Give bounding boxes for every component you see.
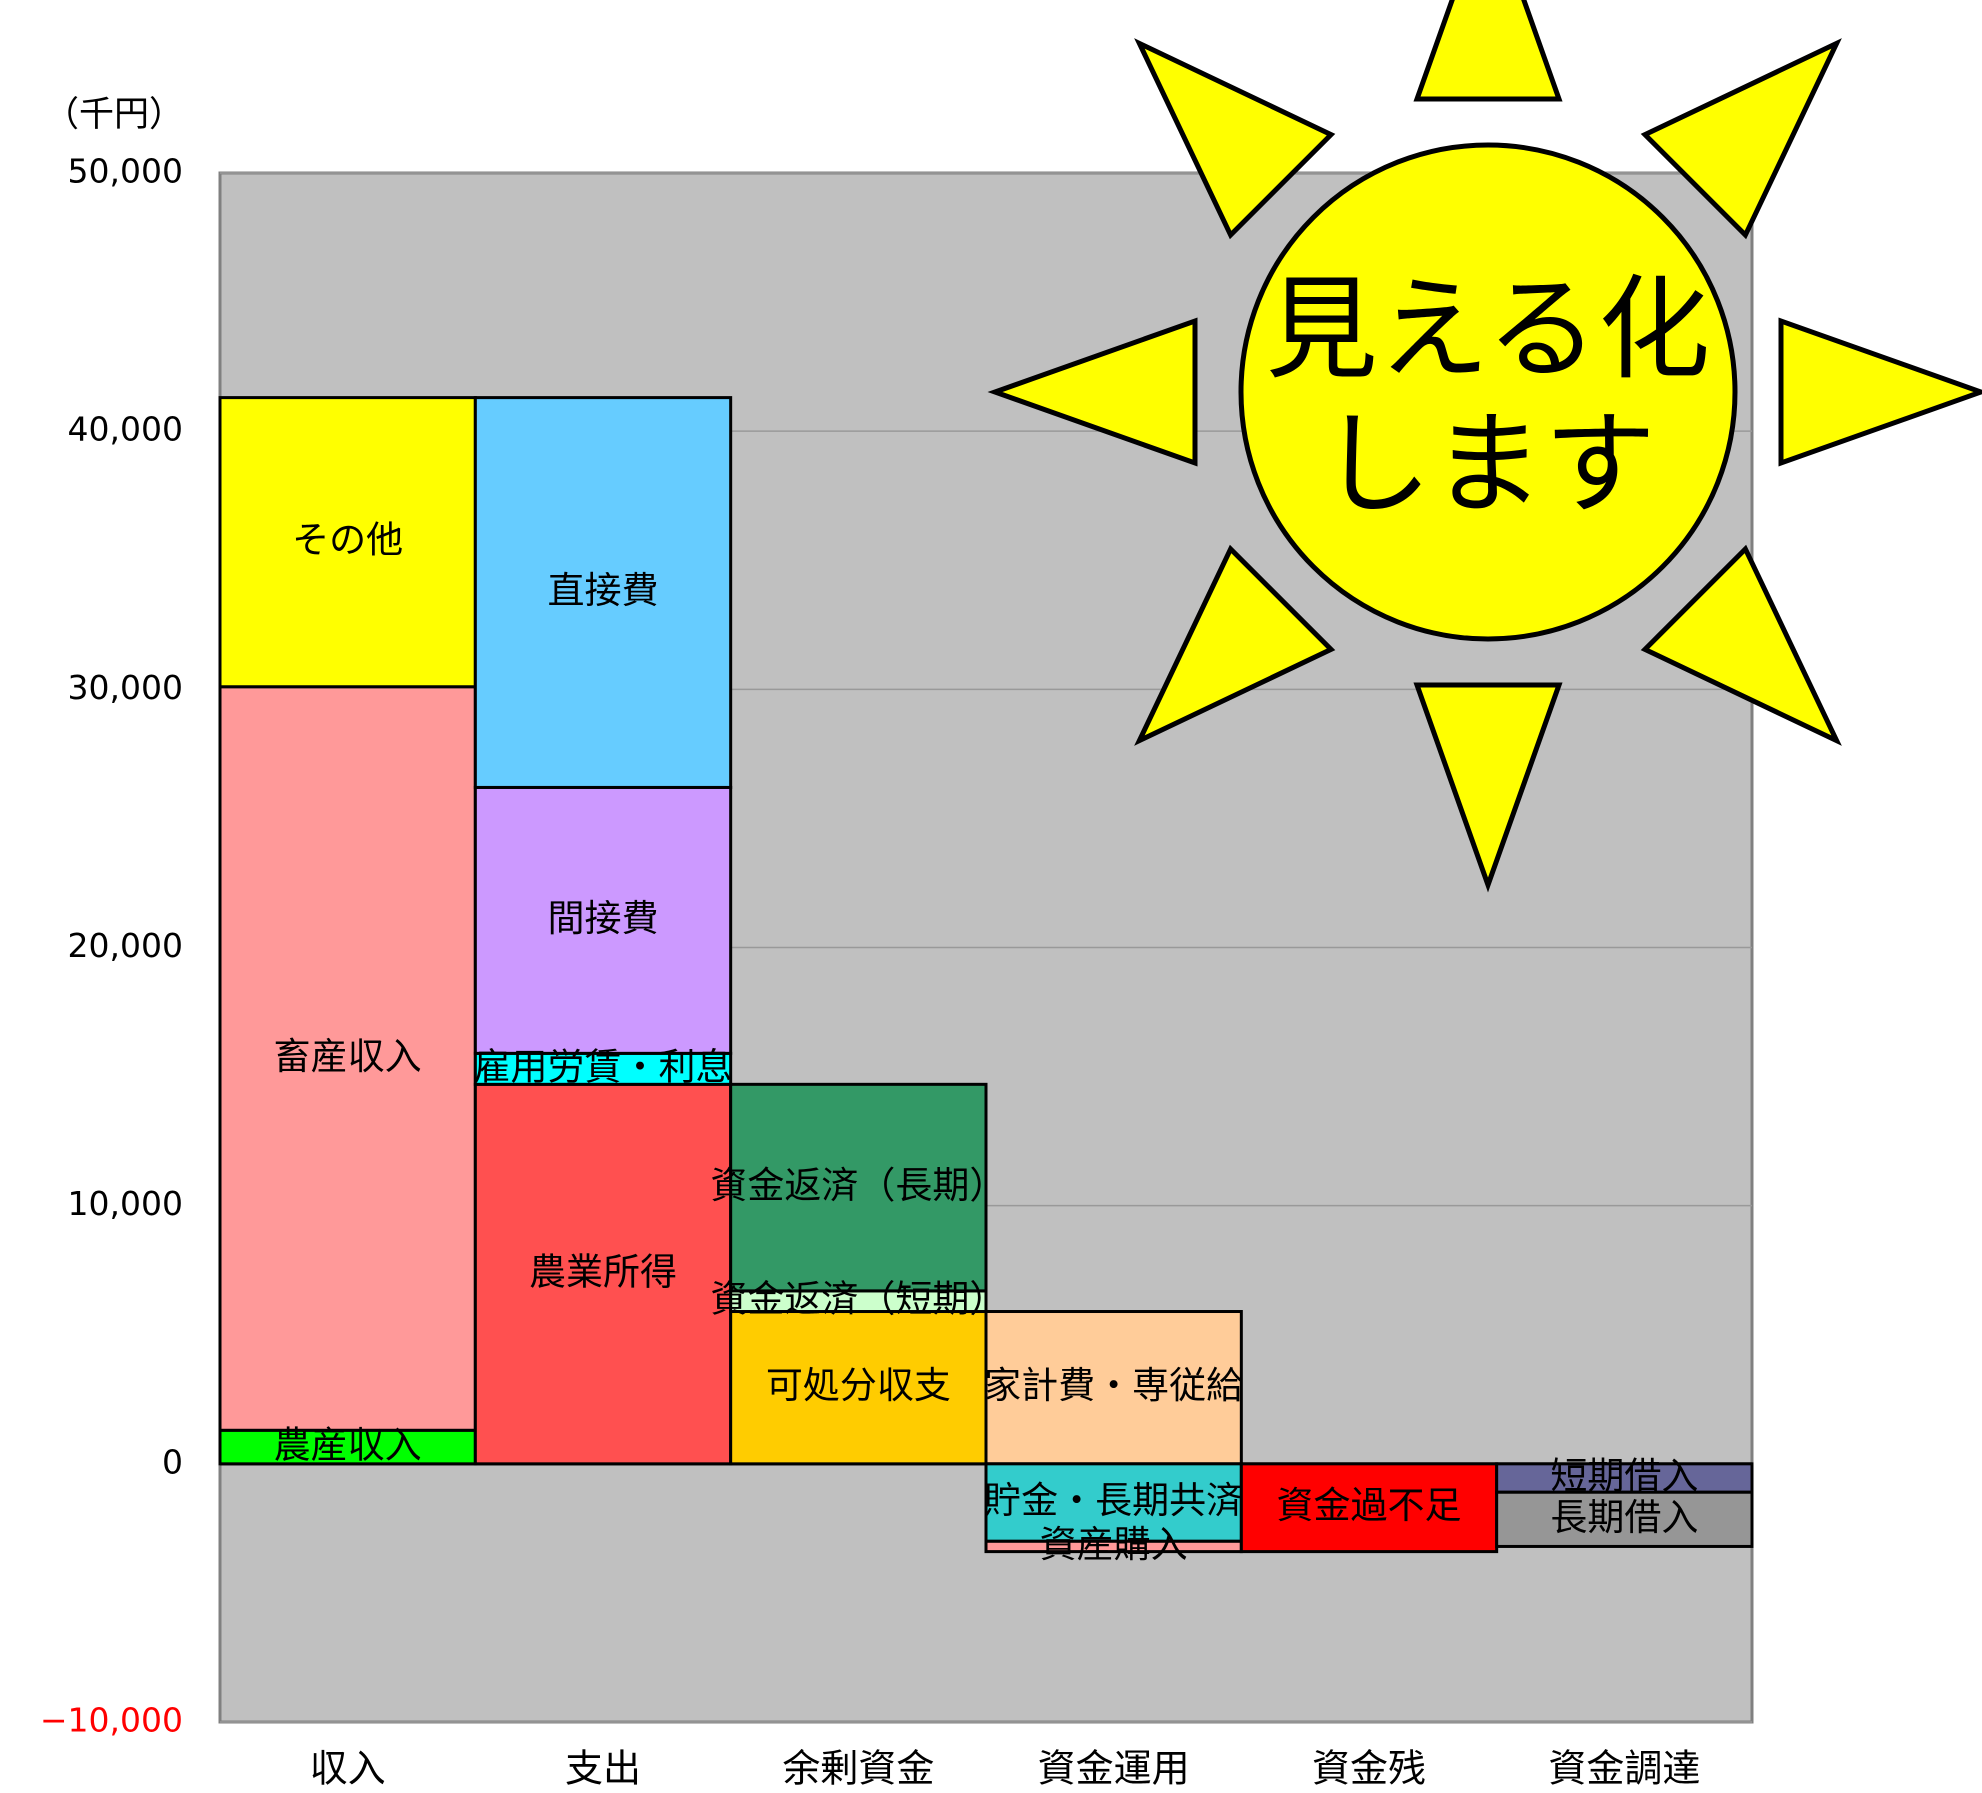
annotation: 見える化 bbox=[1266, 265, 1711, 395]
sun-ray bbox=[1640, 38, 1842, 240]
segment-label: その他 bbox=[292, 519, 403, 562]
x-tick-label: 収入 bbox=[310, 1747, 386, 1791]
sun-ray bbox=[1413, 0, 1563, 102]
y-tick-label: 50,000 bbox=[68, 152, 183, 191]
sun-ray bbox=[1778, 317, 1982, 467]
segment-label: 資産購入 bbox=[1040, 1523, 1188, 1566]
bar-segment bbox=[1239, 1462, 1499, 1554]
y-tick-label: 30,000 bbox=[68, 668, 183, 707]
x-tick-label: 資金残 bbox=[1312, 1747, 1426, 1791]
y-tick-label: 10,000 bbox=[68, 1184, 183, 1223]
bar-segment bbox=[729, 1310, 988, 1466]
segment-label: 長期借入 bbox=[1550, 1496, 1698, 1539]
sun-ray bbox=[1134, 544, 1336, 746]
segment-label: 家計費・専従給 bbox=[984, 1364, 1243, 1407]
segment-label: 資金返済（短期） bbox=[710, 1278, 1006, 1321]
sun-ray bbox=[1134, 38, 1336, 240]
bar-segment bbox=[218, 685, 477, 1432]
y-unit-label: （千円） bbox=[44, 95, 184, 135]
segment-label: 農産収入 bbox=[274, 1424, 422, 1467]
segment-label: 間接費 bbox=[548, 897, 659, 940]
bar-segment bbox=[473, 785, 733, 1055]
sun-ray bbox=[1640, 544, 1842, 746]
bar-segment bbox=[1495, 1490, 1754, 1548]
bar-segment bbox=[218, 396, 477, 689]
x-tick-label: 支出 bbox=[565, 1747, 641, 1791]
annotation: します bbox=[1320, 400, 1656, 530]
segment-label: 貯金・長期共済 bbox=[984, 1479, 1243, 1522]
y-tick-label: −10,000 bbox=[40, 1701, 183, 1740]
sun-ray bbox=[987, 317, 1198, 467]
bar-segment bbox=[473, 1082, 733, 1466]
bar-segment bbox=[984, 1462, 1243, 1543]
bar-segment bbox=[473, 396, 733, 789]
sun-ray bbox=[1413, 682, 1563, 893]
segment-label: 資金返済（長期） bbox=[710, 1164, 1006, 1207]
x-tick-label: 資金調達 bbox=[1548, 1747, 1700, 1791]
sun bbox=[1238, 142, 1738, 642]
segment-label: 短期借入 bbox=[1550, 1455, 1698, 1498]
bar-segment bbox=[984, 1310, 1243, 1466]
segment-label: 可処分収支 bbox=[766, 1364, 951, 1407]
x-tick-label: 資金運用 bbox=[1038, 1747, 1190, 1791]
y-tick-label: 0 bbox=[162, 1442, 183, 1481]
y-tick-label: 20,000 bbox=[68, 926, 183, 965]
bar-segment bbox=[729, 1082, 988, 1293]
segment-label: 畜産収入 bbox=[274, 1035, 422, 1078]
segment-label: 雇用労賃・利息 bbox=[474, 1045, 733, 1088]
segment-label: 資金過不足 bbox=[1277, 1484, 1462, 1527]
y-tick-label: 40,000 bbox=[68, 410, 183, 449]
segment-label: 直接費 bbox=[548, 569, 659, 612]
segment-label: 農業所得 bbox=[529, 1251, 677, 1294]
x-tick-label: 余剰資金 bbox=[782, 1747, 934, 1791]
